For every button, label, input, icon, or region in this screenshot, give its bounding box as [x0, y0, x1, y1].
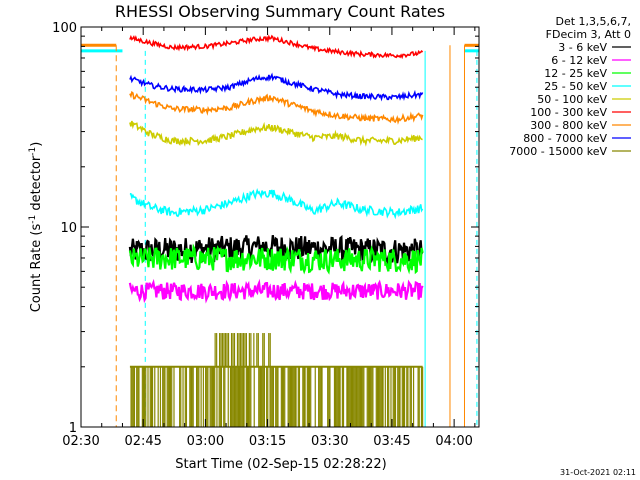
series-6-12-kev: [128, 278, 424, 304]
series-25-50-kev: [129, 188, 424, 220]
y-axis-label-end: ): [29, 142, 44, 147]
y-axis-label: Count Rate (s-1 detector-1): [28, 142, 44, 313]
x-axis: 02:30 02:45 03:00 03:15 03:30 03:45 04:00: [62, 27, 476, 449]
x-axis-label: Start Time (02-Sep-15 02:28:22): [175, 457, 386, 472]
y-axis-label-sup-2: -1: [28, 147, 38, 156]
x-tick-label-3: 03:15: [249, 434, 286, 449]
series-50-100-kev: [129, 120, 423, 147]
legend-label-25-50-kev: 25 - 50 keV: [544, 80, 607, 93]
x-tick-label-2: 03:00: [187, 434, 224, 449]
plot-area: [81, 34, 479, 427]
y-axis-label-tail: detector: [29, 155, 44, 215]
x-tick-label-5: 03:45: [373, 434, 410, 449]
y-axis-label-main: Count Rate (s: [29, 224, 44, 313]
series-300-800-kev: [129, 90, 424, 125]
legend-label-6-12-kev: 6 - 12 keV: [551, 54, 607, 67]
series-12-25-kev: [128, 243, 424, 275]
series-800-7000-kev: [129, 72, 424, 102]
date-stamp: 31-Oct-2021 02:11: [560, 468, 636, 477]
y-tick-label-0: 1: [69, 421, 77, 436]
legend-label-800-7000-kev: 800 - 7000 keV: [523, 132, 607, 145]
x-tick-label-0: 02:30: [62, 434, 99, 449]
x-tick-label-6: 04:00: [435, 434, 472, 449]
legend-label-100-300-kev: 100 - 300 keV: [530, 106, 607, 119]
y-tick-label-1: 10: [60, 221, 77, 236]
series-3-6-kev: [128, 234, 424, 265]
series-100-300-kev: [129, 34, 424, 60]
x-tick-label-1: 02:45: [124, 434, 161, 449]
legend-label-3-6-kev: 3 - 6 keV: [558, 41, 607, 54]
y-tick-label-2: 100: [52, 21, 77, 36]
legend-header-line-1: Det 1,3,5,6,7,: [555, 15, 631, 28]
legend-header-line-2: FDecim 3, Att 0: [546, 28, 631, 41]
legend-label-50-100-kev: 50 - 100 keV: [537, 93, 607, 106]
legend-label-300-800-kev: 300 - 800 keV: [530, 119, 607, 132]
legend-label-7000-15000-kev: 7000 - 15000 keV: [509, 145, 607, 158]
y-axis: 1 10 100: [52, 21, 479, 436]
y-axis-label-sup-1: -1: [28, 215, 38, 224]
legend: Det 1,3,5,6,7, FDecim 3, Att 0 3 - 6 keV…: [509, 15, 631, 158]
series-7000-15000-kev: [129, 333, 424, 427]
x-tick-label-4: 03:30: [311, 434, 348, 449]
chart-title: RHESSI Observing Summary Count Rates: [115, 2, 445, 21]
legend-label-12-25-kev: 12 - 25 keV: [544, 67, 607, 80]
